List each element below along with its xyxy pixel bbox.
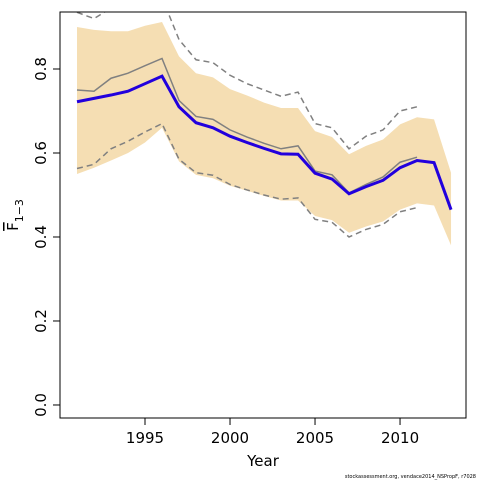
y-tick-label: 0.6 (32, 141, 50, 165)
footnote: stockassessment.org, vendace2014_NSPropF… (345, 474, 476, 480)
x-tick-label: 2000 (211, 429, 249, 447)
y-tick-label: 0.0 (32, 393, 50, 417)
x-axis-label: Year (246, 452, 280, 470)
y-label-symbol: F (4, 222, 22, 231)
line (76, 74, 453, 211)
plot-frame (59, 11, 467, 419)
confidence-band (77, 21, 452, 246)
x-tick-label: 2010 (381, 429, 419, 447)
y-tick-label: 0.2 (32, 309, 50, 333)
plot-area (76, 12, 453, 246)
y-label-subscript: 1−3 (13, 199, 26, 222)
dashed-line (76, 122, 418, 238)
x-tick-label: 1995 (126, 429, 164, 447)
x-tick-label: 2005 (296, 429, 334, 447)
y-tick-label: 0.4 (32, 225, 50, 249)
y-axis-label: F1−3 (4, 199, 26, 231)
line (76, 57, 418, 194)
y-tick-label: 0.8 (32, 57, 50, 81)
